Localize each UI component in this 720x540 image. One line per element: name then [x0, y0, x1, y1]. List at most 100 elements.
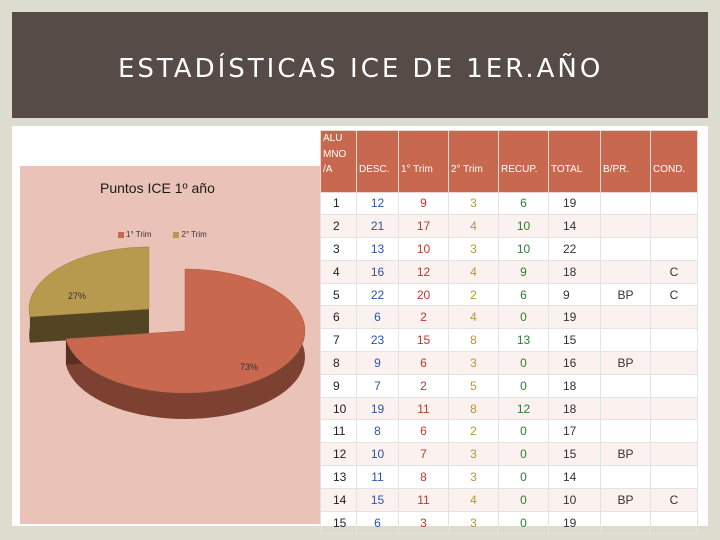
cell-recup: 0: [498, 442, 549, 467]
cell-t2: 3: [448, 237, 499, 261]
legend-item: 1° Trim: [118, 230, 151, 239]
cell-alu: 8: [320, 351, 357, 375]
cell-recup: 10: [498, 214, 549, 239]
cell-t1: 6: [398, 351, 449, 375]
cell-bpr: [600, 191, 651, 216]
table-row: 2 21 17 4 10 14: [320, 214, 698, 239]
table-row: 13 11 8 3 0 14: [320, 465, 698, 489]
col-header-bpr: B/PR.: [600, 130, 651, 193]
cell-t2: 5: [448, 373, 499, 398]
col-header-alu: ALU MNO/A: [320, 130, 357, 193]
cell-t1: 17: [398, 214, 449, 239]
cell-desc: 21: [356, 214, 399, 239]
col-header-line: RECUP.: [501, 164, 538, 175]
cell-total: 10: [548, 487, 601, 512]
table-row: 4 16 12 4 9 18 C: [320, 259, 698, 284]
cell-bpr: [600, 214, 651, 239]
cell-t2: 3: [448, 442, 499, 467]
cell-recup: 10: [498, 237, 549, 261]
cell-cond: [650, 191, 698, 216]
cell-recup: 0: [498, 351, 549, 375]
cell-total: 14: [548, 214, 601, 239]
cell-desc: 12: [356, 191, 399, 216]
cell-t2: 3: [448, 510, 499, 535]
col-header-cond: COND.: [650, 130, 698, 193]
cell-desc: 19: [356, 396, 399, 421]
cell-t1: 11: [398, 487, 449, 512]
cell-recup: 13: [498, 328, 549, 353]
cell-alu: 6: [320, 305, 357, 330]
grades-table: ALU MNO/A DESC. 1° Trim 2° Trim RECUP. TOTAL B/…: [320, 130, 698, 535]
table-row: 9 7 2 5 0 18: [320, 373, 698, 398]
cell-recup: 0: [498, 305, 549, 330]
cell-bpr: [600, 237, 651, 261]
cell-cond: [650, 328, 698, 353]
cell-alu: 15: [320, 510, 357, 535]
cell-bpr: BP: [600, 282, 651, 307]
cell-desc: 6: [356, 510, 399, 535]
table-header-row: ALU MNO/A DESC. 1° Trim 2° Trim RECUP. TOTAL B/…: [320, 130, 698, 193]
col-header-recup: RECUP.: [498, 130, 549, 193]
cell-t2: 2: [448, 282, 499, 307]
col-header-line: ALU: [323, 133, 343, 144]
slice-label-1: 73%: [240, 362, 258, 372]
cell-total: 15: [548, 442, 601, 467]
col-header-line: 2° Trim: [451, 164, 483, 175]
cell-cond: [650, 373, 698, 398]
table-row: 5 22 20 2 6 9 BP C: [320, 282, 698, 307]
cell-bpr: [600, 373, 651, 398]
table-row: 1 12 9 3 6 19: [320, 191, 698, 216]
cell-cond: [650, 419, 698, 444]
cell-bpr: [600, 305, 651, 330]
cell-total: 14: [548, 465, 601, 489]
col-header-t2: 2° Trim: [448, 130, 499, 193]
col-header-line: COND.: [653, 164, 686, 175]
cell-desc: 22: [356, 282, 399, 307]
cell-cond: [650, 510, 698, 535]
cell-alu: 14: [320, 487, 357, 512]
cell-desc: 16: [356, 259, 399, 284]
cell-t1: 9: [398, 191, 449, 216]
cell-alu: 12: [320, 442, 357, 467]
cell-recup: 9: [498, 259, 549, 284]
cell-total: 16: [548, 351, 601, 375]
cell-total: 19: [548, 510, 601, 535]
legend-label-1: 1° Trim: [126, 230, 152, 239]
cell-t2: 8: [448, 328, 499, 353]
cell-total: 19: [548, 305, 601, 330]
cell-cond: C: [650, 487, 698, 512]
cell-t2: 3: [448, 351, 499, 375]
col-header-line: B/PR.: [603, 164, 630, 175]
table-body: 1 12 9 3 6 19 2 21 17 4 10 14 3 13 10 3 10 22 4 16 12 4 9 18 C 5 2…: [320, 191, 698, 535]
col-header-desc: DESC.: [356, 130, 399, 193]
chart-title: Puntos ICE 1º año: [100, 180, 215, 196]
cell-alu: 13: [320, 465, 357, 489]
cell-t1: 11: [398, 396, 449, 421]
table-row: 6 6 2 4 0 19: [320, 305, 698, 330]
cell-alu: 4: [320, 259, 357, 284]
legend-label-2: 2° Trim: [181, 230, 207, 239]
table-row: 11 8 6 2 0 17: [320, 419, 698, 444]
cell-alu: 2: [320, 214, 357, 239]
cell-total: 18: [548, 396, 601, 421]
cell-desc: 6: [356, 305, 399, 330]
cell-t2: 2: [448, 419, 499, 444]
col-header-line: MNO: [323, 148, 347, 160]
cell-alu: 5: [320, 282, 357, 307]
cell-t1: 2: [398, 305, 449, 330]
table-row: 12 10 7 3 0 15 BP: [320, 442, 698, 467]
cell-recup: 0: [498, 510, 549, 535]
legend-swatch-1: [118, 231, 124, 238]
cell-desc: 9: [356, 351, 399, 375]
cell-recup: 12: [498, 396, 549, 421]
col-header-total: TOTAL: [548, 130, 601, 193]
cell-bpr: [600, 328, 651, 353]
table-row: 7 23 15 8 13 15: [320, 328, 698, 353]
slice-label-2: 27%: [68, 291, 86, 301]
cell-cond: [650, 214, 698, 239]
cell-t1: 20: [398, 282, 449, 307]
cell-desc: 7: [356, 373, 399, 398]
cell-total: 15: [548, 328, 601, 353]
cell-total: 18: [548, 373, 601, 398]
cell-cond: C: [650, 259, 698, 284]
